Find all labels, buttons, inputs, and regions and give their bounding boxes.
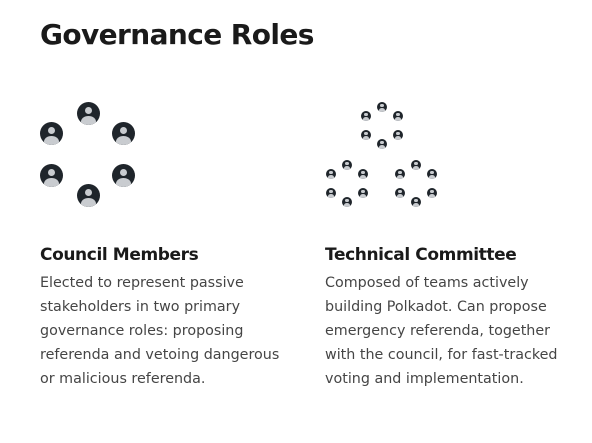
- user-avatar-icon: [342, 160, 352, 170]
- user-avatar-icon: [411, 160, 421, 170]
- user-avatar-icon: [395, 188, 405, 198]
- user-avatar-icon: [358, 169, 368, 179]
- user-avatar-icon: [361, 130, 371, 140]
- user-avatar-icon: [342, 197, 352, 207]
- user-avatar-icon: [40, 122, 63, 145]
- user-avatar-icon: [40, 164, 63, 187]
- user-avatar-icon: [361, 111, 371, 121]
- user-avatar-icon: [377, 102, 387, 112]
- page-title: Governance Roles: [40, 18, 314, 51]
- user-avatar-icon: [77, 184, 100, 207]
- user-avatar-icon: [411, 197, 421, 207]
- user-avatar-icon: [112, 164, 135, 187]
- user-avatar-icon: [326, 169, 336, 179]
- user-avatar-icon: [326, 188, 336, 198]
- role-title-technical-committee: Technical Committee: [325, 245, 517, 265]
- user-avatar-icon: [427, 169, 437, 179]
- user-avatar-icon: [395, 169, 405, 179]
- user-avatar-icon: [377, 139, 387, 149]
- user-avatar-icon: [427, 188, 437, 198]
- role-description-council: Elected to represent passive stakeholder…: [40, 275, 280, 387]
- user-avatar-icon: [358, 188, 368, 198]
- role-title-council: Council Members: [40, 245, 199, 265]
- user-avatar-icon: [112, 122, 135, 145]
- user-avatar-icon: [393, 111, 403, 121]
- user-avatar-icon: [77, 102, 100, 125]
- role-description-technical-committee: Composed of teams actively building Polk…: [325, 275, 558, 387]
- user-avatar-icon: [393, 130, 403, 140]
